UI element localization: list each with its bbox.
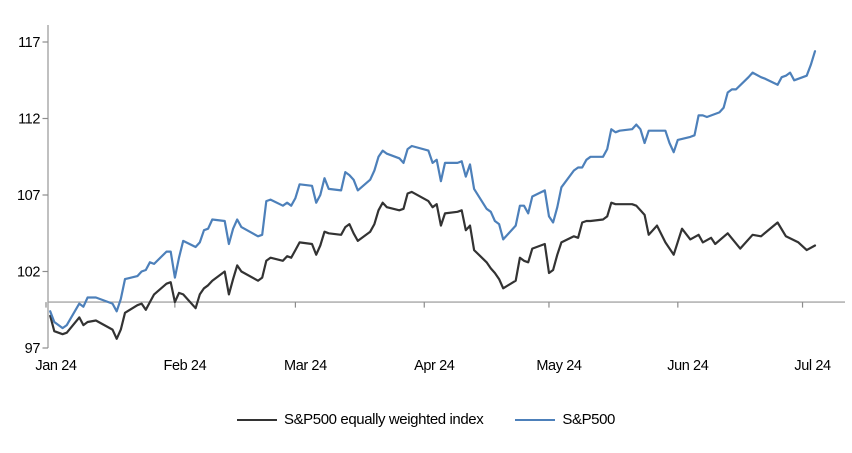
legend-label-sp500: S&P500	[562, 411, 616, 428]
legend-label-equal-weight: S&P500 equally weighted index	[283, 411, 484, 428]
legend: S&P500 equally weighted index S&P500	[0, 411, 852, 428]
y-axis-label: 117	[18, 35, 40, 51]
y-axis-label: 102	[17, 265, 40, 281]
y-axis-label: 97	[25, 341, 41, 357]
legend-item-sp500: S&P500	[515, 411, 615, 428]
x-axis-label: Mar 24	[284, 358, 327, 374]
series-line-sp500-equal-weight	[49, 190, 817, 340]
x-axis-label: May 24	[536, 358, 581, 374]
x-axis-label: Apr 24	[414, 358, 455, 374]
legend-line-sample-equal-weight	[236, 418, 277, 421]
x-axis-label: Jul 24	[794, 358, 831, 374]
x-axis-label: Feb 24	[163, 358, 206, 374]
y-axis-label: 107	[17, 188, 40, 204]
x-axis-label: Jan 24	[35, 358, 76, 374]
legend-line-sample-sp500	[515, 418, 556, 421]
series-line-sp500	[49, 50, 817, 330]
legend-item-equal-weight: S&P500 equally weighted index	[236, 411, 484, 428]
y-axis-label: 112	[18, 112, 40, 128]
x-axis-label: Jun 24	[667, 358, 708, 374]
